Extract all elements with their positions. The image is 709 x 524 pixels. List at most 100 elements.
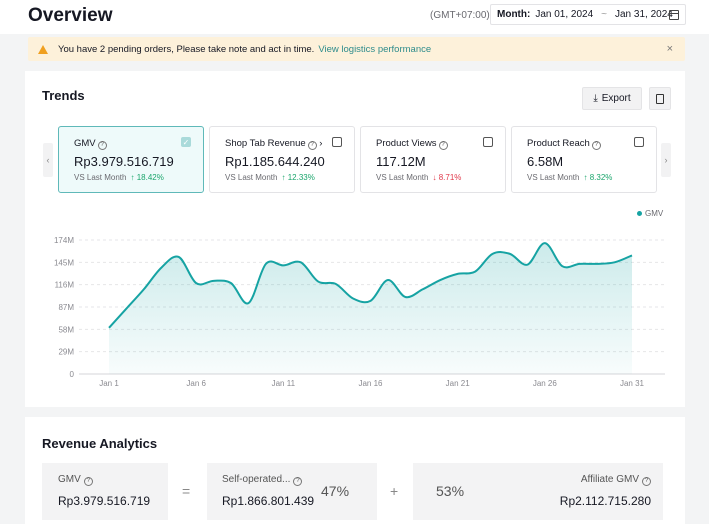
arrow-up-icon: ↑ (130, 173, 135, 182)
x-tick-label: Jan 16 (358, 379, 383, 388)
checkbox[interactable] (634, 137, 644, 147)
gmv-data-point[interactable] (194, 281, 198, 285)
checkbox-checked[interactable]: ✓ (181, 137, 191, 147)
revenue-title: Revenue Analytics (42, 436, 158, 451)
gmv-data-point[interactable] (281, 263, 285, 267)
gmv-data-point[interactable] (177, 255, 181, 259)
gmv-data-point[interactable] (438, 278, 442, 282)
gmv-data-point[interactable] (142, 287, 146, 291)
x-tick-label: Jan 1 (99, 379, 119, 388)
gmv-data-point[interactable] (229, 281, 233, 285)
legend-dot (637, 211, 642, 216)
help-icon[interactable]: ? (97, 141, 107, 150)
gmv-data-point[interactable] (159, 266, 163, 270)
trends-card: Trends ⤓ Export ‹ › GMV? ✓ Rp3.979.516.7… (25, 71, 685, 407)
help-icon[interactable]: ? (307, 141, 317, 150)
metric-card-gmv[interactable]: GMV? ✓ Rp3.979.516.719 VS Last Month ↑ 18… (58, 126, 204, 193)
clipboard-button[interactable] (649, 87, 671, 110)
gmv-series-line (108, 242, 633, 329)
carousel-next-button[interactable]: › (661, 143, 671, 177)
y-tick-label: 174M (54, 236, 74, 245)
plus-sign: + (390, 483, 399, 499)
gmv-data-point[interactable] (508, 252, 512, 256)
change-value: 12.33% (287, 173, 315, 182)
gmv-data-point[interactable] (491, 252, 495, 256)
gmv-data-point[interactable] (124, 307, 128, 311)
metric-card-product-views[interactable]: Product Views? 117.12M VS Last Month ↓ 8.… (360, 126, 506, 193)
x-tick-label: Jan 21 (446, 379, 471, 388)
metric-card-shop-tab-revenue[interactable]: Shop Tab Revenue? › Rp1.185.644.240 VS L… (209, 126, 355, 193)
vs-label: VS Last Month (376, 173, 429, 182)
gmv-data-point[interactable] (351, 297, 355, 301)
x-tick-label: Jan 31 (620, 379, 645, 388)
gmv-area-fill (109, 243, 632, 374)
checkbox[interactable] (483, 137, 493, 147)
timezone-label: (GMT+07:00) (430, 10, 490, 21)
change-up: ↑ 18.42% (130, 173, 163, 182)
gmv-data-point[interactable] (613, 260, 617, 264)
x-tick-label: Jan 6 (186, 379, 206, 388)
metric-comparison: VS Last Month ↑ 18.42% (74, 173, 164, 182)
gmv-area-chart[interactable]: 0 29M 58M 87M 116M 145M 174M Jan 1 Jan 6 Jan 11 Ja… (25, 71, 685, 407)
gmv-data-point[interactable] (212, 279, 216, 283)
date-range-picker[interactable]: Month: Jan 01, 2024 ~ Jan 31, 2024 (490, 4, 686, 25)
trends-title: Trends (42, 88, 85, 103)
gmv-data-point[interactable] (386, 278, 390, 282)
download-icon: ⤓ (593, 93, 598, 104)
y-tick-label: 145M (54, 258, 74, 267)
help-icon[interactable]: ? (438, 141, 448, 150)
gmv-data-point[interactable] (543, 241, 547, 245)
top-bar: Overview (GMT+07:00) Month: Jan 01, 2024… (0, 0, 709, 34)
help-icon[interactable]: ? (642, 477, 651, 486)
gmv-data-point[interactable] (578, 262, 582, 266)
help-icon[interactable]: ? (591, 141, 601, 150)
arrow-up-icon: ↑ (583, 173, 588, 182)
logistics-link[interactable]: View logistics performance (318, 43, 432, 55)
metric-comparison: VS Last Month ↑ 8.32% (527, 173, 612, 182)
gmv-data-point[interactable] (456, 272, 460, 276)
gmv-data-point[interactable] (595, 262, 599, 266)
date-end[interactable]: Jan 31, 2024 (615, 9, 673, 20)
arrow-down-icon: ↓ (432, 173, 437, 182)
chevron-right-icon[interactable]: › (319, 138, 323, 149)
export-button[interactable]: ⤓ Export (582, 87, 642, 110)
gmv-data-point[interactable] (264, 262, 268, 266)
gmv-data-point[interactable] (403, 295, 407, 299)
gmv-data-point[interactable] (107, 326, 111, 330)
gmv-box: GMV? Rp3.979.516.719 (42, 463, 168, 520)
export-label: Export (601, 93, 631, 104)
gmv-data-point[interactable] (334, 282, 338, 286)
date-start[interactable]: Jan 01, 2024 (535, 9, 594, 20)
vs-label: VS Last Month (527, 173, 580, 182)
close-icon[interactable]: × (666, 43, 673, 55)
gmv-data-point[interactable] (560, 264, 564, 268)
self-operated-value: Rp1.866.801.439 (222, 494, 315, 508)
gmv-data-point[interactable] (421, 287, 425, 291)
arrow-up-icon: ↑ (281, 173, 286, 182)
help-icon[interactable]: ? (293, 477, 303, 486)
change-down: ↓ 8.71% (432, 173, 461, 182)
vs-label: VS Last Month (225, 173, 278, 182)
y-tick-label: 0 (70, 370, 75, 379)
y-tick-label: 87M (58, 303, 74, 312)
alert-message: You have 2 pending orders, Please take n… (58, 43, 315, 55)
change-value: 8.71% (438, 173, 462, 182)
help-icon[interactable]: ? (83, 477, 93, 486)
warning-icon (38, 44, 48, 54)
self-label-row: Self-operated...? (222, 474, 303, 486)
gmv-data-point[interactable] (246, 301, 250, 305)
calendar-icon[interactable] (669, 10, 679, 20)
chart-legend[interactable]: GMV (637, 209, 663, 218)
checkbox[interactable] (332, 137, 342, 147)
legend-label: GMV (645, 209, 664, 218)
metric-card-product-reach[interactable]: Product Reach? 6.58M VS Last Month ↑ 8.32… (511, 126, 657, 193)
carousel-prev-button[interactable]: ‹ (43, 143, 53, 177)
gmv-data-point[interactable] (316, 280, 320, 284)
gmv-data-point[interactable] (473, 270, 477, 274)
gmv-data-point[interactable] (630, 253, 634, 257)
change-value: 8.32% (589, 173, 613, 182)
gmv-data-point[interactable] (369, 299, 373, 303)
gmv-data-point[interactable] (299, 260, 303, 264)
date-range-label: Month: (497, 9, 531, 20)
gmv-data-point[interactable] (525, 263, 529, 267)
